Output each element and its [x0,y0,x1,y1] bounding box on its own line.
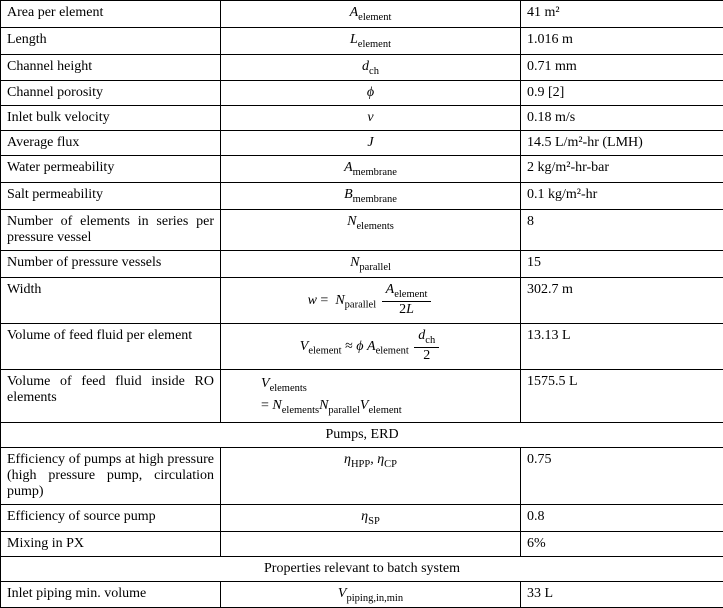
param-cell: Salt permeability [1,183,221,210]
table-row: Number of elements in series per pressur… [1,209,723,250]
parameters-table: Area per element Aelement 41 m² Length L… [0,0,723,608]
symbol-cell: Amembrane [221,156,521,183]
value-cell: 1575.5 L [521,370,723,423]
param-cell: Mixing in PX [1,531,221,556]
value-cell: 1.016 m [521,27,723,54]
table-row: Inlet piping min. volume Vpiping,in,min … [1,581,723,608]
table-row: Volume of feed fluid inside RO elements … [1,370,723,423]
param-cell: Average flux [1,131,221,156]
param-cell: Volume of feed fluid inside RO elements [1,370,221,423]
value-cell: 302.7 m [521,277,723,323]
value-cell: 41 m² [521,1,723,28]
param-cell: Channel porosity [1,81,221,106]
symbol-cell: Velements = NelementsNparallelVelement [221,370,521,423]
value-cell: 0.8 [521,504,723,531]
param-cell: Efficiency of pumps at high pressure (hi… [1,447,221,504]
param-cell: Channel height [1,54,221,81]
table-row: Efficiency of source pump ηSP 0.8 [1,504,723,531]
table-row: Water permeability Amembrane 2 kg/m²-hr-… [1,156,723,183]
param-cell: Water permeability [1,156,221,183]
symbol-cell: w = Nparallel Aelement2L [221,277,521,323]
param-cell: Number of pressure vessels [1,250,221,277]
value-cell: 33 L [521,581,723,608]
value-cell: 0.1 kg/m²-hr [521,183,723,210]
table-row: Area per element Aelement 41 m² [1,1,723,28]
table-row: Mixing in PX 6% [1,531,723,556]
param-cell: Inlet bulk velocity [1,106,221,131]
symbol-cell: Nparallel [221,250,521,277]
table-row: Efficiency of pumps at high pressure (hi… [1,447,723,504]
value-cell: 2 kg/m²-hr-bar [521,156,723,183]
symbol-cell: Vpiping,in,min [221,581,521,608]
section-header: Pumps, ERD [1,422,723,447]
symbol-cell: v [221,106,521,131]
symbol-cell: ηSP [221,504,521,531]
symbol-cell [221,531,521,556]
table-row: Inlet bulk velocity v 0.18 m/s [1,106,723,131]
param-cell: Width [1,277,221,323]
symbol-cell: J [221,131,521,156]
table-row: Channel height dch 0.71 mm [1,54,723,81]
value-cell: 0.71 mm [521,54,723,81]
symbol-cell: Velement ≈ ϕ Aelement dch2 [221,323,521,369]
table-row: Channel porosity ϕ 0.9 [2] [1,81,723,106]
table-row: Number of pressure vessels Nparallel 15 [1,250,723,277]
table-row: Width w = Nparallel Aelement2L 302.7 m [1,277,723,323]
table-row: Length Lelement 1.016 m [1,27,723,54]
symbol-cell: Lelement [221,27,521,54]
value-cell: 8 [521,209,723,250]
symbol-cell: Nelements [221,209,521,250]
value-cell: 15 [521,250,723,277]
param-cell: Length [1,27,221,54]
symbol-cell: ηHPP, ηCP [221,447,521,504]
section-header: Properties relevant to batch system [1,556,723,581]
value-cell: 6% [521,531,723,556]
section-header-row: Properties relevant to batch system [1,556,723,581]
section-header-row: Pumps, ERD [1,422,723,447]
value-cell: 0.75 [521,447,723,504]
value-cell: 0.9 [2] [521,81,723,106]
table-row: Average flux J 14.5 L/m²-hr (LMH) [1,131,723,156]
param-cell: Volume of feed fluid per element [1,323,221,369]
param-cell: Inlet piping min. volume [1,581,221,608]
table-row: Salt permeability Bmembrane 0.1 kg/m²-hr [1,183,723,210]
symbol-cell: Aelement [221,1,521,28]
value-cell: 0.18 m/s [521,106,723,131]
param-cell: Efficiency of source pump [1,504,221,531]
symbol-cell: dch [221,54,521,81]
symbol-cell: ϕ [221,81,521,106]
value-cell: 14.5 L/m²-hr (LMH) [521,131,723,156]
param-cell: Area per element [1,1,221,28]
symbol-cell: Bmembrane [221,183,521,210]
value-cell: 13.13 L [521,323,723,369]
param-cell: Number of elements in series per pressur… [1,209,221,250]
table-row: Volume of feed fluid per element Velemen… [1,323,723,369]
